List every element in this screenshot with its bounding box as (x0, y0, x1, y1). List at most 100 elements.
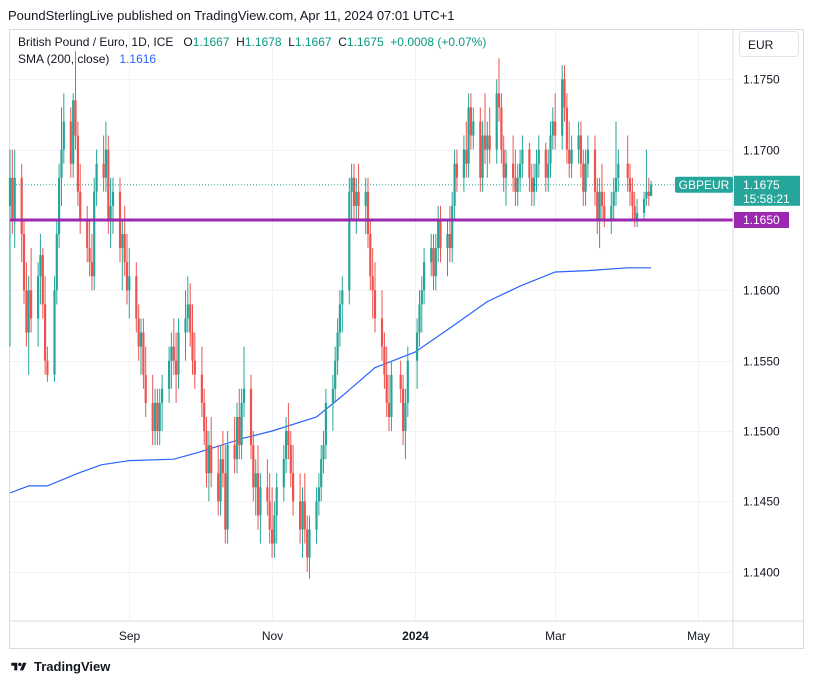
candle (88, 220, 91, 277)
candle-body (107, 149, 110, 220)
candle (535, 149, 538, 192)
candle-body (30, 290, 33, 319)
candle-body (383, 346, 386, 375)
candle-body (207, 445, 210, 474)
candle (439, 205, 442, 263)
candle-body (603, 205, 606, 220)
candle (256, 445, 260, 530)
candle (483, 93, 487, 164)
candle (497, 58, 501, 122)
candle-body (561, 79, 564, 136)
candle-body (177, 332, 180, 375)
candle-body (271, 529, 274, 544)
candle (547, 149, 550, 192)
candle-body (465, 149, 468, 164)
candle-body (437, 220, 440, 249)
candle-body (13, 177, 16, 220)
candle-body (479, 121, 482, 178)
candle (158, 388, 161, 446)
candle-body (355, 191, 358, 206)
candle (568, 121, 571, 178)
candle-body (636, 212, 639, 220)
candle (273, 501, 276, 558)
candle-body (249, 388, 253, 446)
open-label: O (183, 35, 193, 49)
sma-label[interactable]: SMA (200, close) (18, 52, 110, 66)
candle (109, 177, 112, 249)
candle-body (432, 248, 435, 277)
candle (240, 388, 243, 460)
candle-body (504, 163, 508, 178)
candle (20, 163, 23, 263)
candle-body (86, 220, 89, 249)
high-label: H (236, 35, 245, 49)
x-tick-label: Mar (545, 629, 566, 643)
candle-body (226, 445, 229, 530)
candle-body (308, 529, 311, 558)
candle (168, 346, 171, 403)
candle-body (172, 346, 175, 361)
candle (292, 445, 295, 516)
published-byline: PoundSterlingLive published on TradingVi… (8, 8, 455, 23)
legend-ohlc-row: British Pound / Euro, 1D, ICE O1.1667 H1… (18, 34, 486, 51)
candle-body (233, 445, 236, 460)
candle-body (420, 290, 423, 305)
candle-body (512, 163, 515, 178)
candle (254, 459, 257, 516)
candle-body (568, 149, 571, 164)
candle (430, 234, 433, 277)
candle-body (37, 276, 40, 319)
candle (434, 234, 437, 291)
candle (636, 198, 639, 227)
candle (74, 51, 77, 150)
candle (350, 163, 353, 220)
candle-body (58, 177, 61, 235)
y-tick-label: 1.1750 (743, 73, 780, 87)
candle (586, 135, 589, 178)
candle (219, 445, 222, 516)
candle (259, 473, 262, 544)
candle-body (221, 459, 224, 474)
x-tick-label: May (687, 629, 710, 643)
candle-body (76, 135, 79, 192)
candle-body (95, 163, 98, 192)
candle (600, 163, 604, 220)
candle-body (373, 290, 377, 319)
candle-body (357, 191, 360, 206)
candle (561, 65, 564, 150)
candle (579, 121, 582, 178)
candle (282, 445, 285, 502)
candle-body (275, 487, 278, 516)
candle (142, 318, 145, 389)
candle-body (570, 149, 573, 164)
currency-button[interactable]: EUR (739, 31, 799, 57)
brand-name: TradingView (34, 659, 111, 674)
candle-body (27, 290, 30, 333)
candle (467, 93, 470, 178)
candle-body (175, 360, 178, 375)
candle (69, 107, 72, 178)
tradingview-footer[interactable]: TradingView (9, 659, 110, 674)
candle (390, 360, 393, 431)
candle (306, 515, 309, 572)
candle-body (338, 304, 341, 333)
candle (563, 65, 566, 122)
candle-body (170, 346, 173, 361)
low-value: 1.1667 (294, 35, 332, 49)
candle-body (535, 163, 538, 178)
candle (514, 149, 517, 206)
candle (584, 149, 587, 206)
candle (139, 318, 143, 375)
candle-body (610, 205, 613, 220)
symbol-name[interactable]: British Pound / Euro, 1D, ICE (18, 35, 174, 49)
candle-body (626, 163, 629, 178)
candle (154, 388, 157, 446)
candle-body (285, 431, 288, 460)
candle-body (144, 374, 147, 403)
candle (554, 93, 557, 150)
sma-layer (9, 267, 652, 494)
candle (530, 163, 533, 206)
y-tick-label: 1.1700 (743, 144, 780, 158)
candle (596, 177, 599, 234)
